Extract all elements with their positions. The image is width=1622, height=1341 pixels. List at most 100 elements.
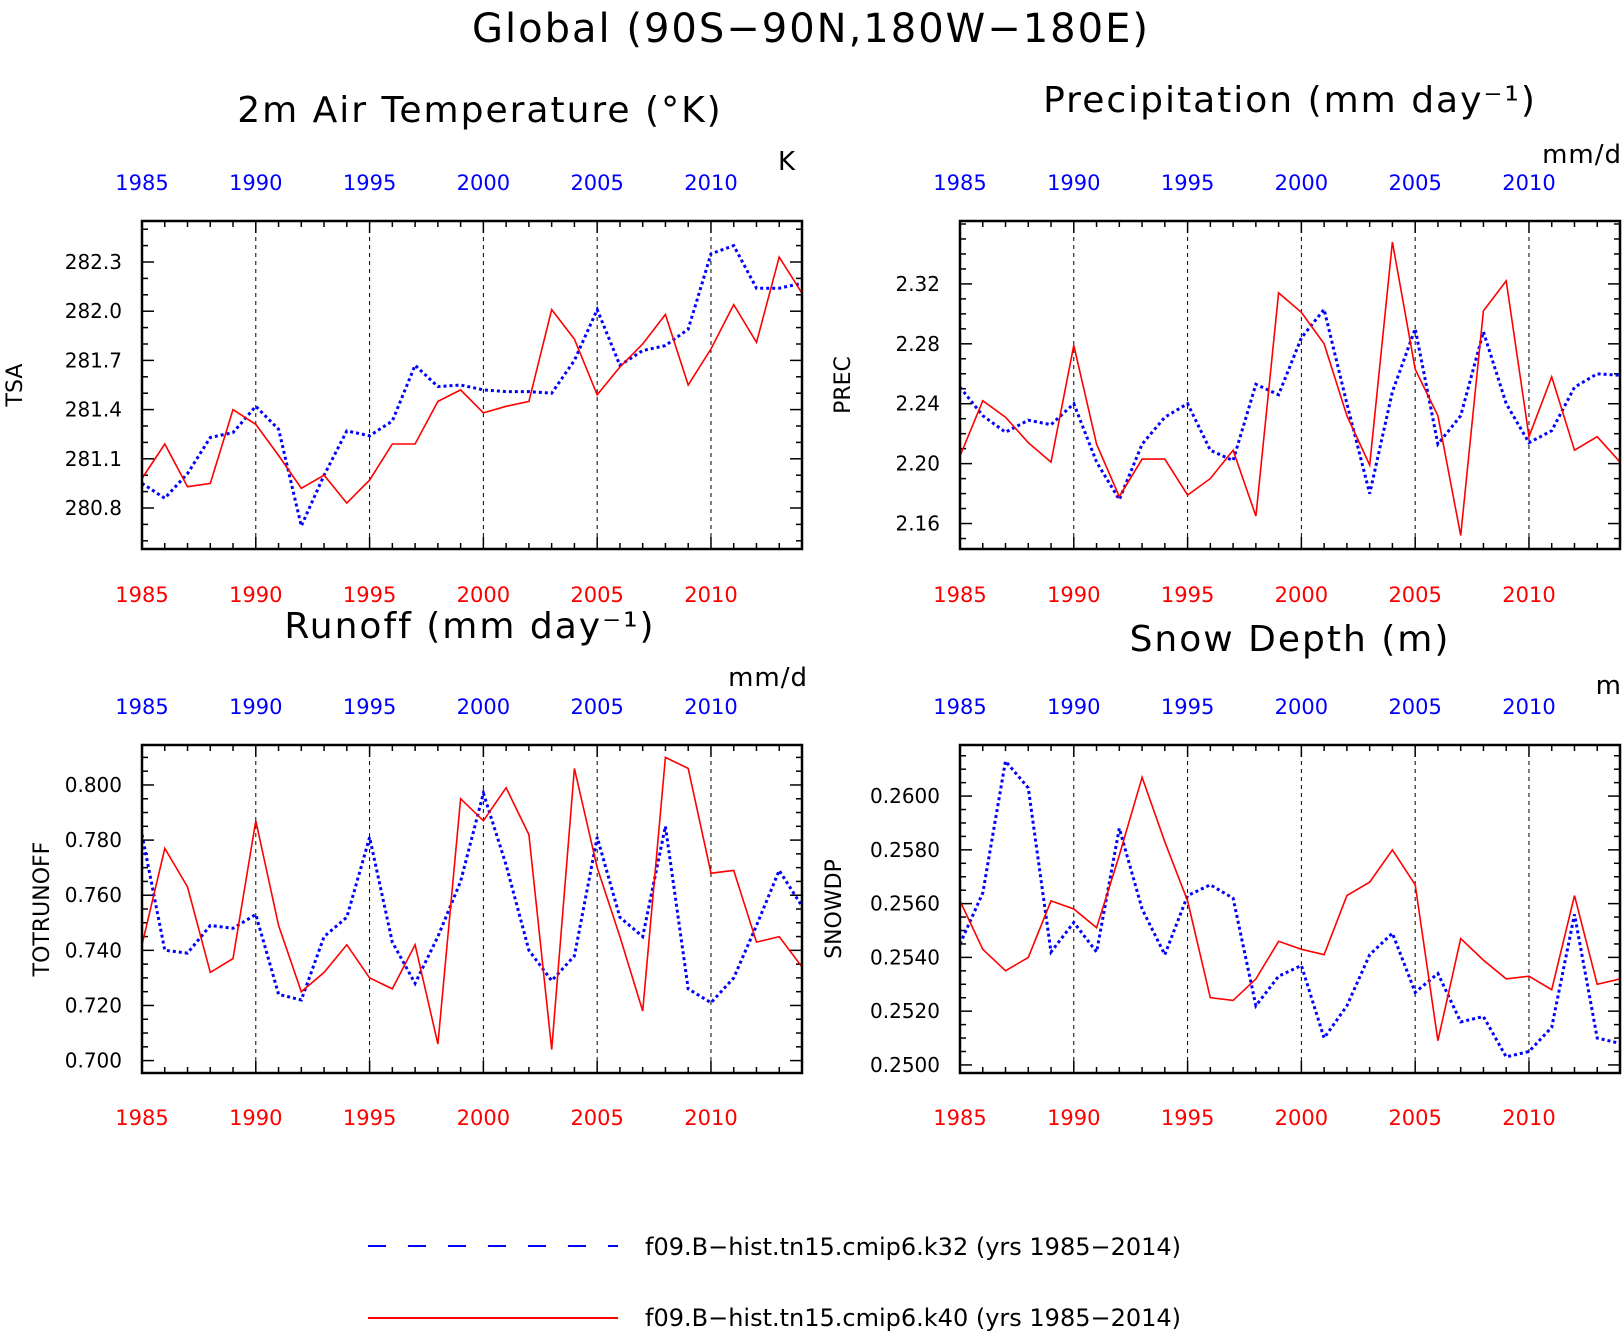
panels: 2m Air Temperature (°K) K 1985 1985 1990 1990… bbox=[3, 80, 1622, 1130]
x-tick-label-top: 1995 bbox=[1161, 695, 1214, 719]
y-tick-label: 2.32 bbox=[895, 272, 940, 296]
x-tick-label-bottom: 2010 bbox=[1502, 1106, 1555, 1130]
plot-frame bbox=[958, 743, 1622, 1075]
x-tick-label-top: 1990 bbox=[229, 171, 282, 195]
y-tick-label: 281.1 bbox=[65, 447, 122, 471]
series-line-k32 bbox=[142, 787, 802, 1005]
series-line-k32 bbox=[960, 757, 1620, 1059]
y-tick-label: 0.2520 bbox=[870, 999, 940, 1023]
x-tick-label-top: 1985 bbox=[115, 695, 168, 719]
x-tick-label-top: 2000 bbox=[457, 695, 510, 719]
y-tick-label: 280.8 bbox=[65, 496, 122, 520]
x-tick-label-top: 2005 bbox=[1388, 171, 1441, 195]
y-tick-label: 0.2560 bbox=[870, 892, 940, 916]
x-tick-label-top: 1995 bbox=[343, 171, 396, 195]
plot-frame bbox=[140, 743, 804, 1075]
x-tick-label-bottom: 2005 bbox=[570, 583, 623, 607]
x-tick-label-top: 2005 bbox=[1388, 695, 1441, 719]
series-line-k32 bbox=[960, 306, 1620, 503]
x-tick-label-top: 2000 bbox=[1275, 695, 1328, 719]
panel-title: Precipitation (mm day⁻¹) bbox=[1043, 80, 1537, 121]
x-tick-label-top: 1990 bbox=[229, 695, 282, 719]
x-tick-label-bottom: 1985 bbox=[115, 583, 168, 607]
units-label: mm/d bbox=[1542, 140, 1622, 170]
x-tick-label-bottom: 2010 bbox=[684, 1106, 737, 1130]
y-tick-label: 0.2540 bbox=[870, 945, 940, 969]
units-label: m bbox=[1596, 671, 1622, 701]
y-tick-label: 0.2580 bbox=[870, 838, 940, 862]
x-tick-label-top: 2010 bbox=[684, 171, 737, 195]
x-tick-label-bottom: 1995 bbox=[1161, 583, 1214, 607]
panel-snowdp: Snow Depth (m) m 1985 1985 1990 1990 1995 1995 2… bbox=[822, 619, 1622, 1130]
x-tick-label-top: 1990 bbox=[1047, 695, 1100, 719]
plot-frame bbox=[140, 219, 804, 551]
panel-tsa: 2m Air Temperature (°K) K 1985 1985 1990 1990… bbox=[3, 90, 804, 607]
x-tick-label-top: 2000 bbox=[1275, 171, 1328, 195]
x-tick-label-bottom: 1990 bbox=[1047, 1106, 1100, 1130]
x-tick-label-top: 1985 bbox=[933, 695, 986, 719]
y-tick-label: 0.2500 bbox=[870, 1053, 940, 1077]
x-tick-label-top: 1985 bbox=[933, 171, 986, 195]
x-tick-label-bottom: 1995 bbox=[1161, 1106, 1214, 1130]
panel-runoff: Runoff (mm day⁻¹) mm/d 1985 1985 1990 1990 199… bbox=[30, 606, 808, 1130]
panel-prec: Precipitation (mm day⁻¹)mm/d 1985 1985 1990… bbox=[831, 80, 1622, 607]
x-tick-label-top: 1995 bbox=[1161, 171, 1214, 195]
legend-label-k32: f09.B−hist.tn15.cmip6.k32 (yrs 1985−2014… bbox=[645, 1233, 1181, 1261]
y-tick-label: 0.740 bbox=[65, 938, 122, 962]
x-tick-label-bottom: 1990 bbox=[229, 1106, 282, 1130]
series-line-k32 bbox=[142, 243, 802, 531]
x-tick-label-bottom: 2000 bbox=[1275, 583, 1328, 607]
x-tick-label-top: 2010 bbox=[1502, 695, 1555, 719]
x-tick-label-bottom: 2010 bbox=[684, 583, 737, 607]
x-tick-label-bottom: 1985 bbox=[115, 1106, 168, 1130]
x-tick-label-bottom: 1995 bbox=[343, 583, 396, 607]
y-tick-label: 281.4 bbox=[65, 398, 122, 422]
panel-title: Runoff (mm day⁻¹) bbox=[284, 606, 655, 647]
x-tick-label-bottom: 1985 bbox=[933, 583, 986, 607]
y-tick-label: 2.20 bbox=[895, 452, 940, 476]
legend: f09.B−hist.tn15.cmip6.k32 (yrs 1985−2014… bbox=[368, 1233, 1181, 1332]
y-tick-label: 2.24 bbox=[895, 392, 940, 416]
y-axis-label: SNOWDP bbox=[822, 859, 847, 959]
series-line-k40 bbox=[960, 774, 1620, 1041]
x-tick-label-top: 1995 bbox=[343, 695, 396, 719]
units-label: mm/d bbox=[728, 663, 808, 693]
y-tick-label: 0.800 bbox=[65, 773, 122, 797]
y-tick-label: 281.7 bbox=[65, 348, 122, 372]
series-line-k40 bbox=[142, 756, 802, 1050]
y-tick-label: 282.0 bbox=[65, 299, 122, 323]
y-axis-label: TOTRUNOFF bbox=[30, 842, 55, 978]
y-tick-label: 0.700 bbox=[65, 1049, 122, 1073]
series-line-k40 bbox=[960, 241, 1620, 536]
x-tick-label-bottom: 1985 bbox=[933, 1106, 986, 1130]
panel-title: Snow Depth (m) bbox=[1130, 619, 1451, 660]
x-tick-label-top: 1985 bbox=[115, 171, 168, 195]
x-tick-label-bottom: 1995 bbox=[343, 1106, 396, 1130]
y-tick-label: 2.16 bbox=[895, 512, 940, 536]
plot-frame bbox=[958, 219, 1622, 551]
x-tick-label-bottom: 2000 bbox=[457, 583, 510, 607]
x-tick-label-top: 2010 bbox=[684, 695, 737, 719]
y-tick-label: 282.3 bbox=[65, 250, 122, 274]
x-tick-label-top: 2000 bbox=[457, 171, 510, 195]
legend-label-k40: f09.B−hist.tn15.cmip6.k40 (yrs 1985−2014… bbox=[645, 1304, 1181, 1332]
y-tick-label: 2.28 bbox=[895, 332, 940, 356]
x-tick-label-top: 1990 bbox=[1047, 171, 1100, 195]
x-tick-label-bottom: 2005 bbox=[1388, 1106, 1441, 1130]
y-tick-label: 0.780 bbox=[65, 828, 122, 852]
x-tick-label-bottom: 1990 bbox=[229, 583, 282, 607]
series-line-k40 bbox=[142, 255, 802, 505]
x-tick-label-bottom: 2000 bbox=[1275, 1106, 1328, 1130]
y-tick-label: 0.720 bbox=[65, 993, 122, 1017]
figure-title: Global (90S−90N,180W−180E) bbox=[472, 6, 1150, 52]
y-tick-label: 0.2600 bbox=[870, 784, 940, 808]
x-tick-label-bottom: 2000 bbox=[457, 1106, 510, 1130]
units-label: K bbox=[778, 147, 796, 177]
panel-title: 2m Air Temperature (°K) bbox=[237, 90, 722, 131]
x-tick-label-bottom: 2010 bbox=[1502, 583, 1555, 607]
x-tick-label-top: 2005 bbox=[570, 695, 623, 719]
y-axis-label: TSA bbox=[3, 364, 28, 408]
y-tick-label: 0.760 bbox=[65, 883, 122, 907]
y-axis-label: PREC bbox=[831, 356, 856, 414]
